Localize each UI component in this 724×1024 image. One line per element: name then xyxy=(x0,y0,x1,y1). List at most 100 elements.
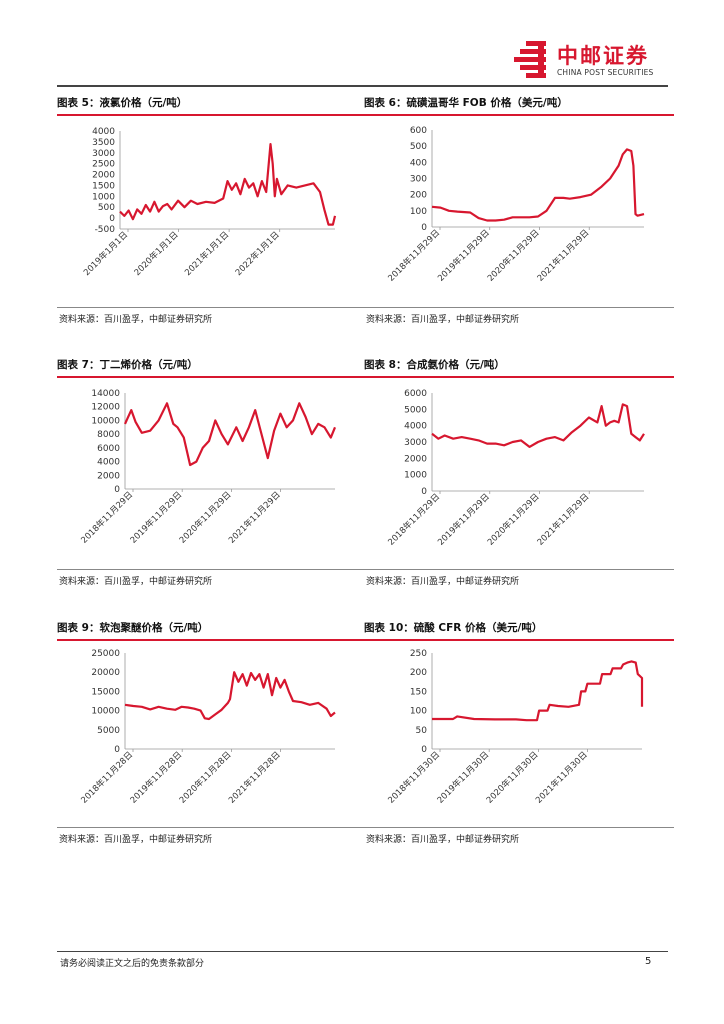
y-tick-label: 6000 xyxy=(97,444,120,454)
y-tick-label: 100 xyxy=(410,707,427,717)
chart-source: 资料来源：百川盈孚，中邮证券研究所 xyxy=(59,835,213,845)
y-tick-label: 6000 xyxy=(404,389,427,399)
y-tick-label: 14000 xyxy=(91,389,120,399)
y-tick-label: 200 xyxy=(410,668,427,678)
title-rule xyxy=(364,114,674,116)
y-tick-label: 2000 xyxy=(97,471,120,481)
series-line xyxy=(432,660,644,722)
x-tick-label: 2019年11月28日 xyxy=(128,749,184,805)
chart-ammonia: 6000 5000 4000 3000 2000 1000 02018年11月29日2019… xyxy=(386,389,645,548)
y-tick-label: 4000 xyxy=(97,458,120,468)
chart-source: 资料来源：百川盈孚，中邮证券研究所 xyxy=(59,315,213,325)
chart-title: 图表 5：液氯价格（元/吨） xyxy=(57,97,188,109)
company-logo: 中邮证券 CHINA POST SECURITIES xyxy=(512,38,672,82)
chart-panel-5: 图表 5：液氯价格（元/吨） 4000 3500 3000 2500 2000 1500 1… xyxy=(57,95,367,335)
x-tick-label: 2018年11月29日 xyxy=(386,227,442,283)
x-tick-label: 2018年11月28日 xyxy=(79,749,135,805)
page-header: 中邮证券 CHINA POST SECURITIES xyxy=(0,0,724,88)
chart-panel-9: 图表 9：软泡聚醚价格（元/吨） 25000 20000 15000 10000 500… xyxy=(57,620,367,860)
y-tick-label: 10000 xyxy=(91,707,120,717)
source-rule xyxy=(57,307,367,308)
y-tick-label: 10000 xyxy=(91,416,120,426)
title-rule xyxy=(57,114,367,116)
chart-title: 图表 7：丁二烯价格（元/吨） xyxy=(57,359,198,371)
y-tick-label: 3000 xyxy=(404,438,427,448)
x-tick-label: 2021年11月30日 xyxy=(533,749,589,805)
chart-title: 图表 9：软泡聚醚价格（元/吨） xyxy=(57,622,209,634)
y-tick-label: 50 xyxy=(416,726,428,736)
chart-title: 图表 8：合成氨价格（元/吨） xyxy=(364,359,505,371)
chart-panel-8: 图表 8：合成氨价格（元/吨） 6000 5000 4000 3000 2000 1000… xyxy=(364,357,674,597)
chart-source: 资料来源：百川盈孚，中邮证券研究所 xyxy=(366,835,520,845)
x-tick-label: 2019年11月29日 xyxy=(435,227,491,283)
y-tick-label: 0 xyxy=(421,745,427,755)
x-tick-label: 2021年11月29日 xyxy=(226,489,282,545)
chart-sulfuric-acid-cfr: 2502001501005002018年11月30日2019年11月30日202… xyxy=(386,649,644,806)
y-tick-label: 2000 xyxy=(404,454,427,464)
chart-source: 资料来源：百川盈孚，中邮证券研究所 xyxy=(366,577,520,587)
y-tick-label: 0 xyxy=(114,485,120,495)
y-tick-label: 200 xyxy=(410,191,427,201)
y-tick-label: 4000 xyxy=(92,127,115,137)
y-tick-label: -500 xyxy=(95,225,116,235)
x-tick-label: 2021年1月1日 xyxy=(182,229,231,278)
chart-panel-10: 图表 10：硫酸 CFR 价格（美元/吨） 250 200 150 100 50 0 201… xyxy=(364,620,674,860)
series-line xyxy=(431,148,645,222)
x-tick-label: 2020年11月29日 xyxy=(485,227,541,283)
chart-polyether: 25000 20000 15000 10000 5000 02018年11月28日2019… xyxy=(79,649,336,806)
footer-disclaimer: 请务必阅读正文之后的免责条款部分 xyxy=(60,959,205,969)
source-rule xyxy=(364,827,674,828)
title-rule xyxy=(364,639,674,641)
x-tick-label: 2019年11月29日 xyxy=(128,489,184,545)
page-number: 5 xyxy=(645,956,652,967)
y-tick-label: 2000 xyxy=(92,171,115,181)
title-rule xyxy=(57,639,367,641)
source-rule xyxy=(57,827,367,828)
x-tick-label: 2021年11月29日 xyxy=(535,227,591,283)
chart-liquid-chlorine: 40003500300025002000150010005000-5002019… xyxy=(81,127,337,278)
y-tick-label: 500 xyxy=(98,203,115,213)
y-tick-label: 100 xyxy=(410,207,427,217)
y-tick-label: 400 xyxy=(410,158,427,168)
y-tick-label: 3000 xyxy=(92,149,115,159)
x-tick-label: 2019年11月30日 xyxy=(435,749,491,805)
series-line xyxy=(431,403,645,448)
x-tick-label: 2020年11月29日 xyxy=(485,491,541,547)
chart-panel-6: 图表 6：硫磺温哥华 FOB 价格（美元/吨） 600 500 400 300 200 1… xyxy=(364,95,674,335)
y-tick-label: 4000 xyxy=(404,422,427,432)
x-tick-label: 2022年1月1日 xyxy=(233,229,282,278)
x-tick-label: 2021年11月29日 xyxy=(535,491,591,547)
chart-title: 图表 10：硫酸 CFR 价格（美元/吨） xyxy=(364,622,543,634)
y-tick-label: 5000 xyxy=(97,726,120,736)
y-tick-label: 0 xyxy=(421,223,427,233)
source-rule xyxy=(364,569,674,570)
y-tick-label: 300 xyxy=(410,175,427,185)
title-rule xyxy=(364,376,674,378)
header-divider xyxy=(57,85,668,87)
chart-source: 资料来源：百川盈孚，中邮证券研究所 xyxy=(366,315,520,325)
y-tick-label: 150 xyxy=(410,687,427,697)
x-tick-label: 2018年11月29日 xyxy=(79,489,135,545)
y-tick-label: 20000 xyxy=(91,668,120,678)
chart-sulfur-fob: 600 500 400 300 200 100 02018年11月29日2019年11月29… xyxy=(386,126,645,284)
y-tick-label: 250 xyxy=(410,649,427,659)
y-tick-label: 0 xyxy=(109,214,115,224)
y-tick-label: 500 xyxy=(410,142,427,152)
x-tick-label: 2019年11月29日 xyxy=(435,491,491,547)
x-tick-label: 2020年11月30日 xyxy=(484,749,540,805)
y-tick-label: 600 xyxy=(410,126,427,136)
source-rule xyxy=(57,569,367,570)
y-tick-label: 1000 xyxy=(404,471,427,481)
y-tick-label: 1000 xyxy=(92,192,115,202)
y-tick-label: 3500 xyxy=(92,138,115,148)
x-tick-label: 2020年11月28日 xyxy=(177,749,233,805)
footer-divider xyxy=(57,951,668,952)
y-tick-label: 0 xyxy=(114,745,120,755)
chart-butadiene: 14000 12000 10000 8000 6000 4000 2000 02018年11月… xyxy=(79,389,337,546)
x-tick-label: 2018年11月29日 xyxy=(386,491,442,547)
y-tick-label: 1500 xyxy=(92,181,115,191)
china-post-logo-icon xyxy=(514,41,546,78)
y-tick-label: 15000 xyxy=(91,687,120,697)
y-tick-label: 2500 xyxy=(92,160,115,170)
y-tick-label: 25000 xyxy=(91,649,120,659)
